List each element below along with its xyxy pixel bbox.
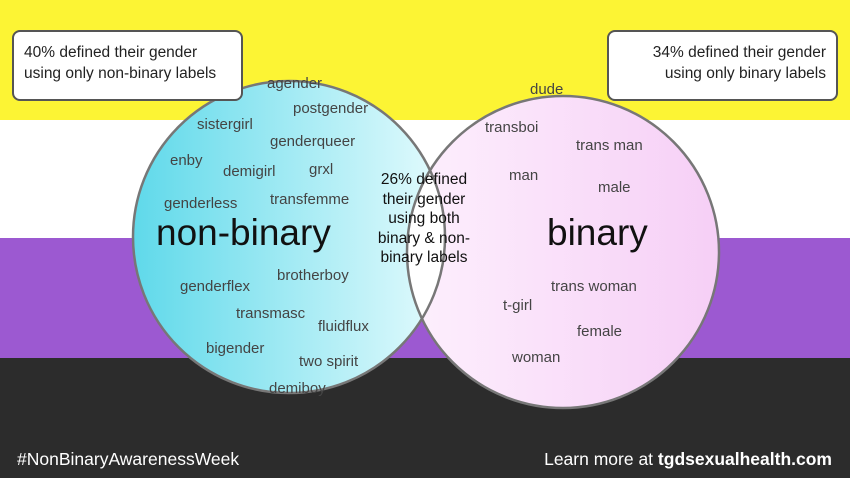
label-word: dude bbox=[530, 81, 564, 98]
label-word: agender bbox=[267, 75, 323, 92]
label-word: genderflex bbox=[180, 278, 251, 295]
label-word: male bbox=[598, 179, 631, 196]
binary-title: binary bbox=[547, 212, 648, 253]
learn-more-text: Learn more at tgdsexualhealth.com bbox=[544, 449, 832, 470]
label-word: bigender bbox=[206, 340, 265, 357]
overlap-text: 26% defined their gender using both bina… bbox=[377, 171, 471, 266]
label-word: sistergirl bbox=[197, 116, 253, 133]
label-word: postgender bbox=[293, 100, 369, 117]
label-word: grxl bbox=[309, 161, 334, 178]
label-word: transboi bbox=[485, 119, 539, 136]
flag-stripe-black bbox=[0, 358, 850, 478]
label-word: genderqueer bbox=[270, 133, 356, 150]
nonbinary-callout: 40% defined their gender using only non-… bbox=[12, 30, 243, 101]
label-word: demigirl bbox=[223, 163, 276, 180]
binary-callout: 34% defined their gender using only bina… bbox=[607, 30, 838, 101]
nonbinary-title: non-binary bbox=[156, 212, 331, 253]
website-link[interactable]: tgdsexualhealth.com bbox=[657, 449, 832, 469]
learn-more-label: Learn more at bbox=[544, 449, 654, 469]
label-word: fluidflux bbox=[318, 318, 369, 335]
label-word: trans man bbox=[576, 137, 643, 154]
label-word: enby bbox=[170, 152, 203, 169]
label-word: genderless bbox=[164, 195, 238, 212]
label-word: demiboy bbox=[269, 380, 326, 397]
nonbinary-circle-outline bbox=[131, 79, 447, 395]
binary-circle-outline bbox=[405, 94, 721, 410]
label-word: trans woman bbox=[551, 278, 637, 295]
binary-circle bbox=[407, 96, 719, 408]
label-word: brotherboy bbox=[277, 267, 349, 284]
label-word: transfemme bbox=[270, 191, 350, 208]
label-word: female bbox=[577, 323, 623, 340]
hashtag-text: #NonBinaryAwarenessWeek bbox=[17, 449, 240, 469]
label-word: t-girl bbox=[503, 297, 533, 314]
nonbinary-circle bbox=[133, 81, 445, 393]
label-word: woman bbox=[512, 349, 561, 366]
label-word: man bbox=[509, 167, 539, 184]
label-word: two spirit bbox=[299, 353, 359, 370]
label-word: transmasc bbox=[236, 305, 306, 322]
